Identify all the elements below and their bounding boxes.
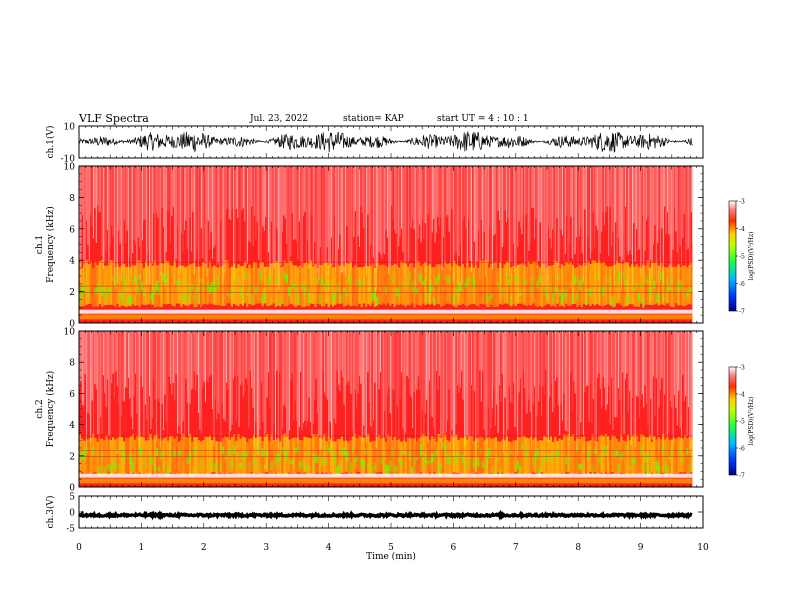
colorbar-label: log(PSD)(V²/Hz) <box>748 232 755 281</box>
ch2-spectrogram-ylabel: Frequency (kHz) <box>45 371 56 448</box>
ch3-waveform-ytick-label: -5 <box>66 525 75 535</box>
ch1-spectrogram-ytick-label: 2 <box>69 288 75 298</box>
colorbar-label: log(PSD)(V²/Hz) <box>748 397 755 446</box>
colorbar-tick-label: -4 <box>739 226 745 233</box>
ch3-waveform-trace <box>78 509 693 521</box>
spectrogram-ch2-image <box>79 331 694 487</box>
ch1-spectrogram-ytick-label: 10 <box>64 163 76 173</box>
x-axis-label: Time (min) <box>366 551 416 562</box>
colorbar-tick-label: -3 <box>739 199 745 206</box>
colorbar-tick-label: -4 <box>739 392 745 399</box>
ch1-spectrogram-ytick-label: 8 <box>69 194 75 204</box>
ch1-spectrogram-ytick-label: 0 <box>69 320 75 330</box>
ch2-spectrogram-ytick-label: 8 <box>69 359 75 369</box>
xtick-label: 10 <box>697 543 709 553</box>
xtick-label: 1 <box>139 543 145 553</box>
colorbar-tick-label: -5 <box>739 254 745 261</box>
ch3-waveform-ylabel: ch.3(V) <box>45 496 56 529</box>
colorbar-tick-label: -7 <box>739 473 745 480</box>
xtick-label: 9 <box>638 543 644 553</box>
xtick-label: 2 <box>201 543 207 553</box>
xtick-label: 5 <box>388 543 394 553</box>
ch1-spectrogram-ylabel: Frequency (kHz) <box>45 206 56 283</box>
colorbar-tick-label: -7 <box>739 309 745 316</box>
ch2-spectrogram-colorbar <box>728 366 737 476</box>
ch2-spectrogram-ytick-label: 6 <box>69 390 75 400</box>
start-time-label: start UT = 4 : 10 : 1 <box>437 114 529 124</box>
xtick-label: 8 <box>575 543 581 553</box>
chart-title: VLF Spectra <box>79 112 149 125</box>
ch1-waveform-trace <box>78 131 693 154</box>
ch1-spectrogram-ytick-label: 4 <box>69 257 75 267</box>
xtick-label: 6 <box>451 543 457 553</box>
spectrogram-ch1-image <box>79 166 694 323</box>
xtick-label: 7 <box>513 543 519 553</box>
ch1-waveform-ytick-label: -10 <box>61 155 76 165</box>
ch2-spectrogram-ylabel: ch.2 <box>35 399 45 418</box>
ch1-waveform-ylabel: ch.1(V) <box>45 126 56 159</box>
ch3-waveform-ytick-label: 0 <box>69 509 75 519</box>
ch1-spectrogram-ylabel: ch.1 <box>35 235 45 254</box>
colorbar-tick-label: -5 <box>739 419 745 426</box>
ch1-spectrogram-ytick-label: 6 <box>69 225 75 235</box>
ch2-spectrogram-ytick-label: 4 <box>69 421 75 431</box>
xtick-label: 0 <box>76 543 82 553</box>
ch1-waveform-ytick-label: 10 <box>64 123 76 133</box>
colorbar-tick-label: -3 <box>739 365 745 372</box>
ch2-spectrogram-ytick-label: 0 <box>69 484 75 494</box>
ch2-spectrogram-ytick-label: 10 <box>64 328 76 338</box>
ch1-spectrogram-colorbar <box>728 200 737 312</box>
date-label: Jul. 23, 2022 <box>250 114 309 124</box>
ch2-spectrogram-ytick-label: 2 <box>69 452 75 462</box>
colorbar-tick-label: -6 <box>739 446 745 453</box>
xtick-label: 4 <box>326 543 332 553</box>
xtick-label: 3 <box>263 543 269 553</box>
station-label: station= KAP <box>343 114 404 124</box>
colorbar-tick-label: -6 <box>739 281 745 288</box>
ch3-waveform-ytick-label: 5 <box>69 493 75 503</box>
